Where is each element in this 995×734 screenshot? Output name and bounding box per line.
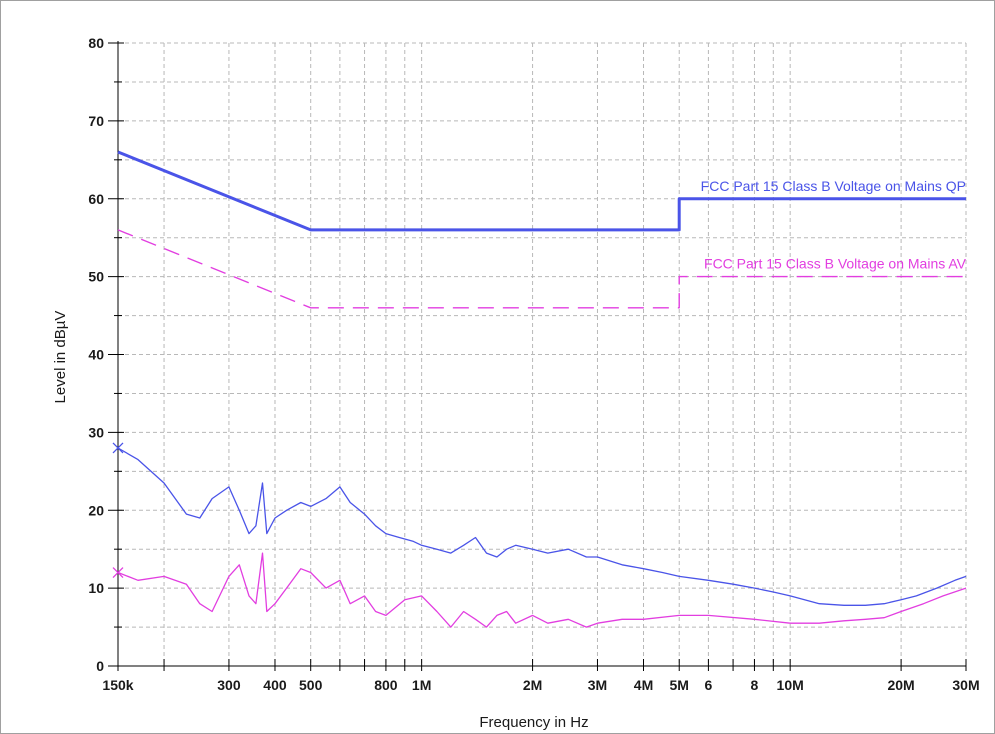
y-tick-label: 10 xyxy=(88,580,104,596)
x-tick-label: 10M xyxy=(777,677,804,693)
measurement-trace-2 xyxy=(117,447,967,606)
series-lines xyxy=(112,150,967,628)
limit-line-1 xyxy=(117,229,966,309)
y-tick-label: 60 xyxy=(88,191,104,207)
x-tick-labels: 150k 300 400 500 800 1M 2M 3M 4M 5M 6 8 10M 20M 30M xyxy=(102,677,979,693)
x-tick-label: 8 xyxy=(751,677,759,693)
limit-label-qp: FCC Part 15 Class B Voltage on Mains QP xyxy=(701,178,966,194)
x-tick-label: 400 xyxy=(263,677,287,693)
y-tick-labels: 0 10 20 30 40 50 60 70 80 xyxy=(88,35,104,674)
y-tick-label: 20 xyxy=(88,502,104,518)
x-tick-label: 30M xyxy=(952,677,979,693)
y-tick-label: 30 xyxy=(88,424,104,440)
x-tick-label: 5M xyxy=(670,677,689,693)
x-axis-title: Frequency in Hz xyxy=(479,714,588,731)
x-tick-label: 20M xyxy=(887,677,914,693)
limit-line-labels: FCC Part 15 Class B Voltage on Mains QP F… xyxy=(701,178,967,272)
x-tick-label: 6 xyxy=(705,677,713,693)
x-tick-label: 4M xyxy=(634,677,653,693)
x-tick-label: 1M xyxy=(412,677,431,693)
axes xyxy=(108,41,967,671)
y-tick-label: 80 xyxy=(88,35,104,51)
limit-line-0 xyxy=(117,150,966,232)
measurement-trace-3 xyxy=(117,552,967,628)
grid xyxy=(118,42,967,666)
limit-label-av: FCC Part 15 Class B Voltage on Mains AV xyxy=(704,256,967,272)
peak-marker xyxy=(112,442,124,454)
y-tick-label: 0 xyxy=(96,658,104,674)
y-axis-title: Level in dBµV xyxy=(52,311,69,404)
x-tick-label: 800 xyxy=(374,677,398,693)
y-tick-label: 50 xyxy=(88,269,104,285)
y-tick-label: 70 xyxy=(88,113,104,129)
x-tick-label: 300 xyxy=(217,677,241,693)
x-tick-label: 3M xyxy=(588,677,607,693)
x-tick-label: 150k xyxy=(102,677,133,693)
x-tick-label: 500 xyxy=(299,677,323,693)
y-tick-label: 40 xyxy=(88,347,104,363)
x-tick-label: 2M xyxy=(523,677,542,693)
peak-marker xyxy=(112,567,124,579)
